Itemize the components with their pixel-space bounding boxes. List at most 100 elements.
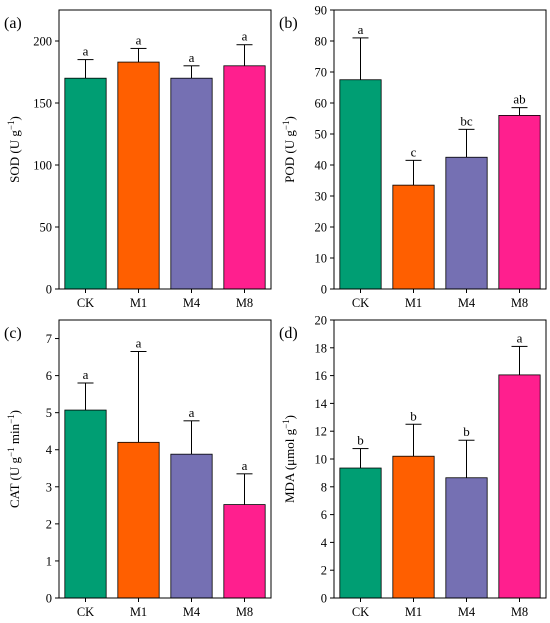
x-tick-label-M1: M1 [130, 605, 147, 619]
chart-panel-1: a CK a M1 a M4 a M8 0 50 100 150 200 (a) SOD (U g−1) [4, 9, 272, 310]
y-axis-label-text: CAT (U g [7, 456, 22, 508]
x-tick-label-M4: M4 [458, 605, 476, 619]
y-tick-label: 100 [33, 159, 52, 173]
y-axis-label-superscript: −1 [281, 121, 291, 131]
significance-label-M1: c [411, 144, 417, 159]
x-tick-label-M1: M1 [405, 605, 422, 619]
significance-label-M1: a [136, 336, 142, 351]
significance-label-M1: a [136, 32, 142, 47]
y-tick-label: 18 [315, 341, 328, 355]
y-tick-label: 10 [315, 252, 328, 266]
y-tick-label: 2 [46, 517, 52, 531]
bar-CK [64, 77, 107, 290]
y-axis-label-superscript: −1 [6, 414, 16, 424]
bar-M1 [392, 184, 435, 290]
y-tick-label: 200 [33, 35, 52, 49]
bar-M1 [117, 441, 160, 599]
x-tick-label-CK: CK [77, 605, 94, 619]
significance-label-M4: b [463, 424, 470, 439]
bar-CK [339, 467, 382, 599]
significance-label-CK: a [83, 44, 89, 59]
chart-panel-2: a CK c M1 bc M4 ab M8 0 10 20 30 40 50 60 70 80 90 (b) POD … [279, 4, 547, 310]
y-tick-label: 12 [315, 425, 328, 439]
significance-label-M4: a [189, 405, 195, 420]
y-axis-label-text: ) [282, 116, 297, 120]
plot-frame [58, 9, 272, 290]
y-axis-label-text: ) [282, 415, 297, 419]
y-axis-label-superscript: −1 [6, 121, 16, 131]
y-axis-label-superscript: −1 [6, 447, 16, 457]
significance-label-M1: b [410, 408, 417, 423]
bar-M4 [445, 156, 488, 290]
y-tick-label: 0 [321, 592, 327, 606]
bar-CK [64, 409, 107, 599]
x-tick-label-M1: M1 [130, 296, 147, 310]
plot-frame [58, 319, 272, 599]
significance-label-M4: a [189, 50, 195, 65]
y-tick-label: 70 [315, 66, 328, 80]
x-tick-label-CK: CK [352, 296, 369, 310]
bar-M1 [117, 61, 160, 290]
bar-CK [339, 79, 382, 290]
y-tick-label: 2 [321, 564, 327, 578]
panel-label: (d) [279, 325, 298, 342]
y-axis-label-superscript: −1 [281, 419, 291, 429]
y-tick-label: 4 [321, 536, 328, 550]
y-tick-label: 0 [46, 592, 52, 606]
significance-label-M8: a [242, 458, 248, 473]
y-axis-label-text: SOD (U g [7, 130, 22, 183]
y-tick-label: 10 [315, 453, 328, 467]
y-axis-label-text: MDA (μmol g [282, 428, 297, 503]
y-tick-label: 30 [315, 190, 328, 204]
y-tick-label: 50 [40, 221, 53, 235]
y-tick-label: 40 [315, 159, 328, 173]
y-tick-label: 4 [46, 443, 53, 457]
y-tick-label: 5 [46, 406, 52, 420]
panel-label: (a) [4, 15, 22, 32]
x-tick-label-M4: M4 [183, 296, 201, 310]
x-tick-label-M8: M8 [511, 296, 528, 310]
y-axis-label: SOD (U g−1) [6, 116, 22, 183]
y-tick-label: 1 [46, 554, 52, 568]
y-tick-label: 20 [315, 314, 328, 328]
y-axis-label-text: ) [7, 116, 22, 120]
bar-M8 [498, 115, 541, 290]
bar-M8 [498, 374, 541, 599]
y-tick-label: 0 [46, 283, 52, 297]
y-tick-label: 20 [315, 221, 328, 235]
panel-label: (b) [279, 15, 298, 32]
y-axis-label: POD (U g−1) [281, 116, 297, 183]
x-tick-label-CK: CK [352, 605, 369, 619]
bar-M4 [170, 453, 213, 599]
x-tick-label-M8: M8 [236, 605, 253, 619]
plot-frame [333, 9, 547, 290]
x-tick-label-M8: M8 [236, 296, 253, 310]
y-axis-label-text: min [7, 423, 22, 447]
y-tick-label: 16 [315, 369, 328, 383]
x-tick-label-M8: M8 [511, 605, 528, 619]
x-tick-label-M4: M4 [183, 605, 201, 619]
x-tick-label-M4: M4 [458, 296, 476, 310]
significance-label-M8: a [517, 330, 523, 345]
bar-M4 [445, 477, 488, 599]
significance-label-CK: a [83, 367, 89, 382]
x-tick-label-M1: M1 [405, 296, 422, 310]
significance-label-M8: ab [513, 92, 525, 107]
y-axis-label: CAT (U g−1 min−1) [6, 410, 22, 508]
y-axis-label: MDA (μmol g−1) [281, 415, 297, 503]
y-tick-label: 8 [321, 480, 327, 494]
y-tick-label: 150 [33, 97, 52, 111]
y-tick-label: 7 [46, 332, 52, 346]
significance-label-M4: bc [460, 113, 473, 128]
y-tick-label: 90 [315, 4, 328, 18]
significance-label-M8: a [242, 29, 248, 44]
y-tick-label: 3 [46, 480, 52, 494]
bar-M8 [223, 65, 266, 290]
y-tick-label: 6 [321, 508, 327, 522]
y-tick-label: 80 [315, 35, 328, 49]
x-tick-label-CK: CK [77, 296, 94, 310]
bar-M1 [392, 455, 435, 599]
y-tick-label: 14 [315, 397, 328, 411]
